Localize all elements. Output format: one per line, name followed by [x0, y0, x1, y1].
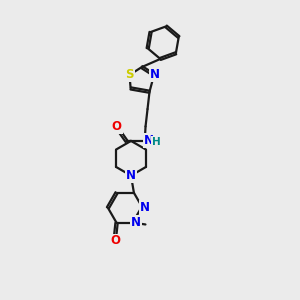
- Text: N: N: [131, 216, 141, 229]
- Text: O: O: [112, 120, 122, 133]
- Text: N: N: [140, 201, 150, 214]
- Text: N: N: [150, 68, 160, 81]
- Text: H: H: [152, 136, 160, 147]
- Text: O: O: [110, 235, 120, 248]
- Text: S: S: [125, 68, 134, 81]
- Text: N: N: [144, 134, 154, 147]
- Text: N: N: [126, 169, 136, 182]
